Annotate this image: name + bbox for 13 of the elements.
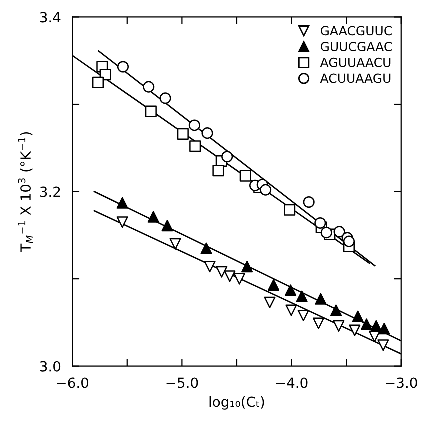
y-axis-title: T$_{M}$$^{−1}$ X 10$^{3}$ (°K$^{−1}$) — [18, 132, 34, 252]
x-tick-label: −4.0 — [276, 378, 308, 388]
legend-label: GUUCGAAC — [320, 42, 392, 52]
legend-label: GAACGUUC — [320, 26, 392, 36]
y-tick-label: 3.4 — [40, 12, 61, 23]
legend-label: AGUUAACU — [320, 58, 391, 68]
y-tick-label: 3.2 — [40, 186, 60, 198]
x-axis-title: log₁₀(Cₜ) — [210, 396, 264, 410]
x-tick-label: −3.0 — [386, 378, 418, 388]
y-tick-label: 3.0 — [40, 361, 61, 372]
x-tick-label: −6.0 — [57, 378, 89, 388]
legend-label: ACUUAAGU — [320, 74, 391, 84]
x-tick-label: −5.0 — [166, 378, 198, 388]
